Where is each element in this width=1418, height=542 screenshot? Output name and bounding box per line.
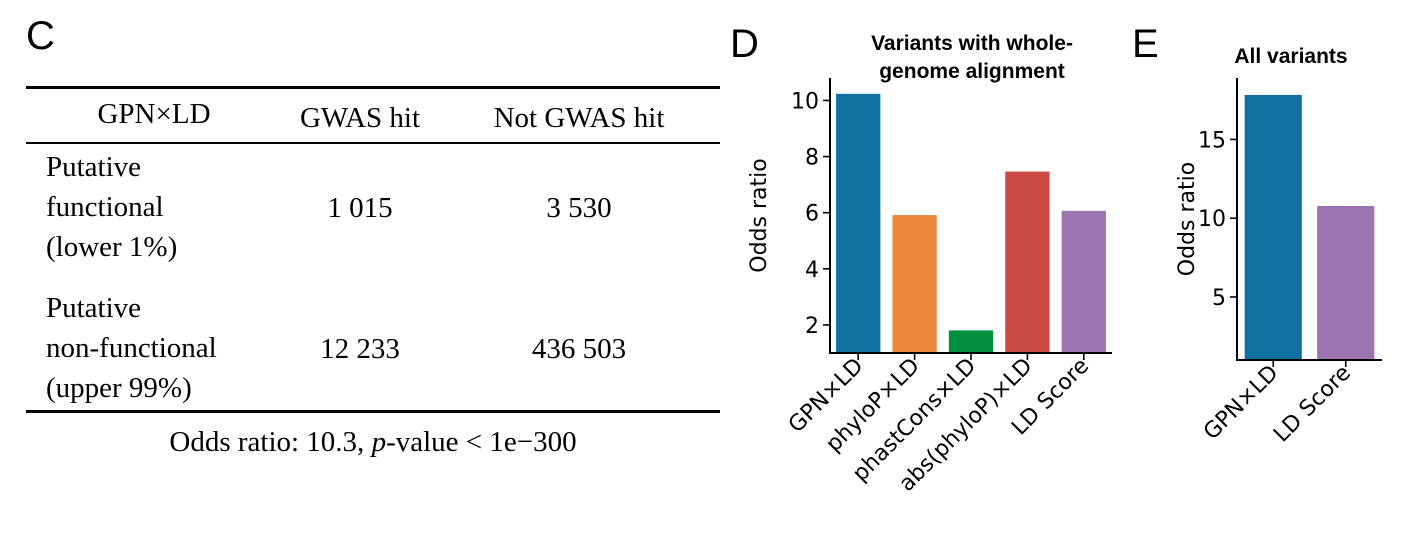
bar bbox=[1060, 210, 1107, 354]
y-tick-label: 8 bbox=[805, 146, 819, 171]
bar bbox=[891, 214, 938, 354]
caption-suffix: -value < 1e−300 bbox=[386, 426, 577, 458]
bar bbox=[1243, 94, 1303, 361]
row-label-line: Putative bbox=[46, 151, 142, 183]
chart-title: genome alignment bbox=[879, 60, 1065, 83]
bar bbox=[1004, 170, 1051, 354]
odds-ratio-caption: Odds ratio: 10.3, p-value < 1e−300 bbox=[26, 426, 720, 459]
bar bbox=[1316, 205, 1376, 361]
row-label-line: (upper 99%) bbox=[46, 372, 192, 404]
cell-not-gwas-hit: 436 503 bbox=[531, 333, 627, 365]
y-tick-label: 10 bbox=[791, 89, 819, 114]
panel-letter-c: C bbox=[26, 14, 55, 58]
row-label-line: Putative bbox=[46, 292, 142, 324]
x-tick-label: LD Score bbox=[1269, 361, 1356, 448]
panel-letter-d: D bbox=[730, 22, 759, 66]
y-tick-label: 4 bbox=[805, 258, 819, 283]
table-header-not-gwas-hit: Not GWAS hit bbox=[493, 102, 665, 134]
table-bottom-rule bbox=[26, 410, 720, 413]
y-tick-label: 15 bbox=[1198, 128, 1226, 153]
y-axis-label: Odds ratio bbox=[747, 158, 772, 272]
chart-title: All variants bbox=[1234, 45, 1347, 68]
table-header-method: GPN×LD bbox=[97, 98, 211, 130]
y-tick-label: 10 bbox=[1198, 207, 1226, 232]
table-top-rule bbox=[26, 86, 720, 89]
row-label-line: non-functional bbox=[46, 332, 217, 364]
chart-title: Variants with whole- bbox=[871, 32, 1073, 55]
y-axis-label: Odds ratio bbox=[1175, 162, 1200, 276]
cell-not-gwas-hit: 3 530 bbox=[546, 192, 612, 224]
table-header-gwas-hit: GWAS hit bbox=[299, 102, 421, 134]
caption-prefix: Odds ratio: 10.3, bbox=[169, 426, 372, 458]
y-tick-label: 2 bbox=[805, 314, 819, 339]
row-label-line: functional bbox=[46, 191, 164, 223]
cell-gwas-hit: 12 233 bbox=[320, 333, 400, 365]
y-tick-label: 5 bbox=[1212, 286, 1226, 311]
row-label-line: (lower 1%) bbox=[46, 231, 178, 263]
bar bbox=[835, 93, 882, 354]
caption-p: p bbox=[371, 426, 387, 458]
y-tick-label: 6 bbox=[805, 202, 819, 227]
table-mid-rule bbox=[26, 142, 720, 144]
panel-letter-e: E bbox=[1132, 22, 1159, 66]
cell-gwas-hit: 1 015 bbox=[327, 192, 393, 224]
